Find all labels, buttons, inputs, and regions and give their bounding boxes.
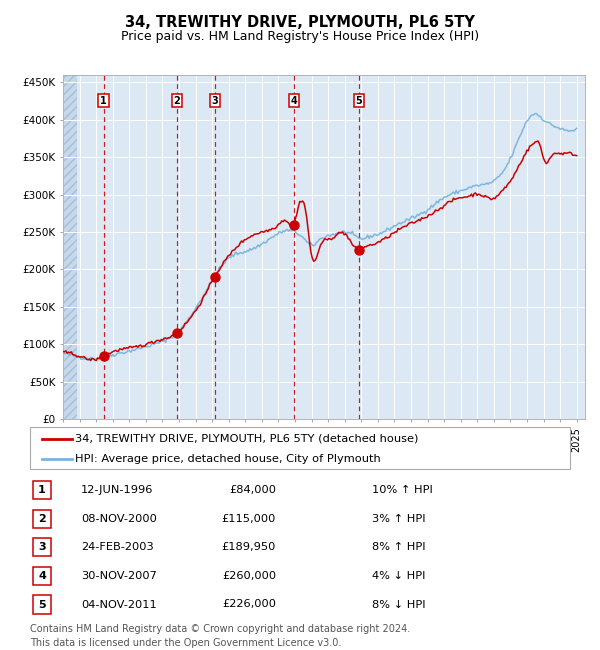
- Text: 12-JUN-1996: 12-JUN-1996: [81, 485, 154, 495]
- Text: 4: 4: [38, 571, 46, 581]
- Text: 4: 4: [290, 96, 297, 105]
- Text: £115,000: £115,000: [221, 514, 276, 524]
- Text: 08-NOV-2000: 08-NOV-2000: [81, 514, 157, 524]
- Text: 24-FEB-2003: 24-FEB-2003: [81, 542, 154, 552]
- Text: HPI: Average price, detached house, City of Plymouth: HPI: Average price, detached house, City…: [75, 454, 381, 464]
- Text: 3: 3: [38, 542, 46, 552]
- Text: 8% ↑ HPI: 8% ↑ HPI: [372, 542, 425, 552]
- Text: 30-NOV-2007: 30-NOV-2007: [81, 571, 157, 581]
- Text: £260,000: £260,000: [222, 571, 276, 581]
- Text: 8% ↓ HPI: 8% ↓ HPI: [372, 599, 425, 610]
- Text: 2: 2: [173, 96, 180, 105]
- Text: £189,950: £189,950: [221, 542, 276, 552]
- Text: 3% ↑ HPI: 3% ↑ HPI: [372, 514, 425, 524]
- Text: Price paid vs. HM Land Registry's House Price Index (HPI): Price paid vs. HM Land Registry's House …: [121, 30, 479, 43]
- Text: 1: 1: [100, 96, 107, 105]
- Text: £226,000: £226,000: [222, 599, 276, 610]
- Text: 3: 3: [211, 96, 218, 105]
- Text: Contains HM Land Registry data © Crown copyright and database right 2024.: Contains HM Land Registry data © Crown c…: [30, 624, 410, 634]
- Text: 34, TREWITHY DRIVE, PLYMOUTH, PL6 5TY (detached house): 34, TREWITHY DRIVE, PLYMOUTH, PL6 5TY (d…: [75, 434, 418, 444]
- Text: 1: 1: [38, 485, 46, 495]
- Text: 04-NOV-2011: 04-NOV-2011: [81, 599, 157, 610]
- Text: This data is licensed under the Open Government Licence v3.0.: This data is licensed under the Open Gov…: [30, 638, 341, 648]
- Text: 10% ↑ HPI: 10% ↑ HPI: [372, 485, 433, 495]
- Text: £84,000: £84,000: [229, 485, 276, 495]
- Text: 5: 5: [38, 599, 46, 610]
- Text: 2: 2: [38, 514, 46, 524]
- Text: 34, TREWITHY DRIVE, PLYMOUTH, PL6 5TY: 34, TREWITHY DRIVE, PLYMOUTH, PL6 5TY: [125, 15, 475, 31]
- Text: 5: 5: [355, 96, 362, 105]
- Text: 4% ↓ HPI: 4% ↓ HPI: [372, 571, 425, 581]
